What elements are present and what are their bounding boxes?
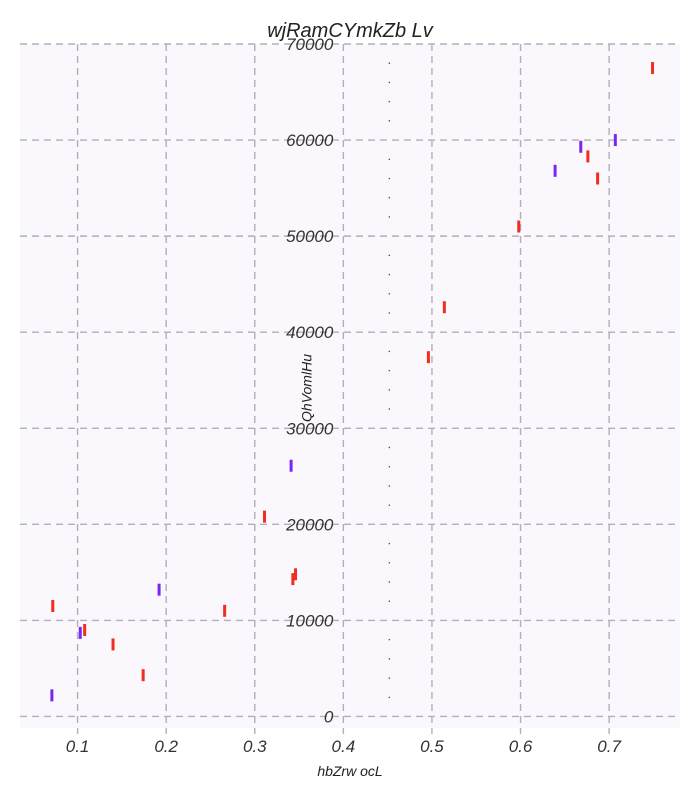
minor-tick — [388, 312, 391, 314]
data-marks — [50, 62, 655, 702]
chart-title: wjRamCYmkZb Lv — [267, 20, 434, 42]
y-tick-label: 20000 — [285, 515, 334, 534]
minor-tick — [388, 196, 391, 199]
minor-tick — [388, 254, 391, 257]
plot-background — [20, 44, 680, 728]
minor-tick — [388, 658, 391, 660]
minor-tick — [388, 177, 391, 180]
minor-tick — [388, 542, 391, 545]
x-tick-label: 0.7 — [597, 737, 621, 756]
minor-tick — [388, 600, 391, 602]
y-tick-label: 30000 — [286, 419, 334, 438]
minor-tick — [388, 696, 391, 699]
y-axis-minor-ticks — [388, 62, 391, 699]
minor-tick — [388, 292, 391, 295]
y-tick-label: 50000 — [286, 227, 334, 246]
minor-tick — [388, 350, 391, 353]
minor-tick — [388, 561, 391, 564]
minor-tick — [388, 81, 391, 84]
minor-tick — [388, 465, 391, 468]
x-tick-label: 0.3 — [243, 737, 267, 756]
minor-tick — [388, 677, 391, 679]
minor-tick — [388, 273, 391, 276]
x-tick-label: 0.4 — [332, 737, 356, 756]
y-axis-label: QhVomlHu — [298, 354, 314, 422]
minor-tick — [388, 485, 391, 487]
x-tick-label: 0.5 — [420, 737, 444, 756]
minor-tick — [388, 581, 391, 583]
y-tick-label: 70000 — [286, 35, 334, 54]
minor-tick — [388, 100, 391, 103]
x-tick-label: 0.6 — [509, 737, 533, 756]
x-tick-labels: 0.1 0.2 0.3 0.4 0.5 0.6 0.7 — [66, 737, 622, 756]
y-gridlines — [20, 43, 680, 718]
minor-tick — [388, 408, 391, 410]
y-tick-label: 60000 — [286, 131, 334, 150]
minor-tick — [388, 369, 391, 372]
y-tick-label: 0 — [324, 707, 334, 726]
y-tick-label: 10000 — [286, 611, 334, 630]
minor-tick — [388, 389, 391, 391]
x-gridlines — [76, 44, 610, 734]
y-tick-labels: 0 10000 20000 30000 40000 50000 60000 70000 — [285, 35, 334, 726]
minor-tick — [388, 504, 391, 506]
minor-tick — [388, 638, 391, 641]
minor-tick — [388, 216, 391, 218]
x-tick-label: 0.2 — [154, 737, 178, 756]
x-axis-label: hbZrw ocL — [317, 763, 382, 779]
minor-tick — [388, 446, 391, 449]
minor-tick — [388, 120, 391, 122]
minor-tick — [388, 62, 391, 65]
y-tick-label: 40000 — [286, 323, 334, 342]
minor-tick — [388, 158, 391, 161]
x-tick-label: 0.1 — [66, 737, 90, 756]
